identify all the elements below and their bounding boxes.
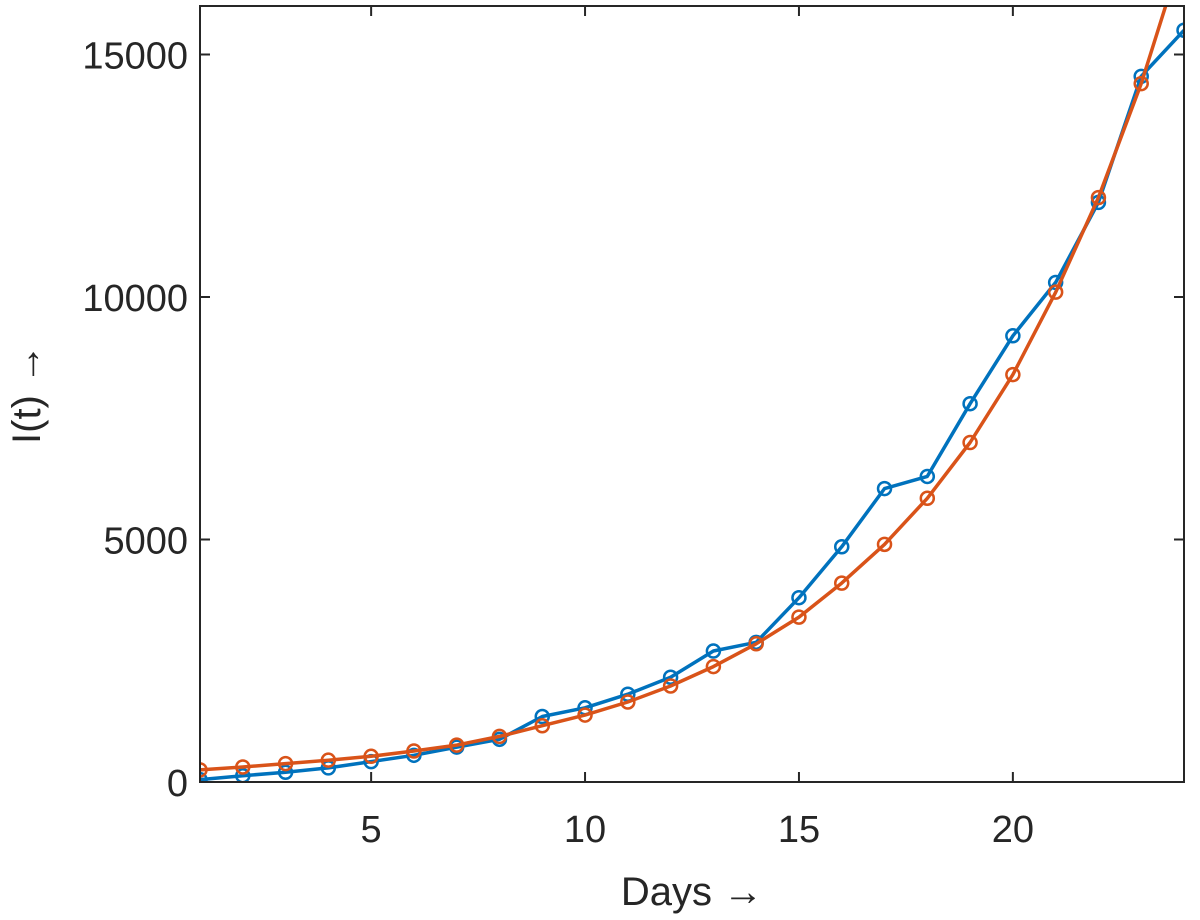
- series-2-point: [791, 609, 807, 625]
- series-2-point: [235, 759, 251, 775]
- y-tick-label: 5000: [103, 521, 188, 563]
- series-1-point: [235, 767, 251, 782]
- series-2-point: [363, 748, 379, 765]
- series-2-point: [705, 658, 722, 675]
- series-1-point: [833, 539, 850, 555]
- y-tick-label: 10000: [82, 278, 188, 320]
- ticks-layer: 5 10 15 20 0 5000 10000 15000: [82, 6, 1184, 851]
- series-1-point: [1005, 328, 1021, 344]
- y-tick-label: 0: [167, 763, 188, 805]
- series-2-point: [320, 752, 337, 768]
- x-tick-label: 5: [361, 809, 382, 851]
- series-1-point: [662, 669, 679, 685]
- series-2-point: [620, 694, 636, 710]
- series-1-point: [919, 468, 936, 485]
- series-2-point: [962, 434, 978, 451]
- x-tick-label: 20: [992, 809, 1034, 851]
- series-1-point: [962, 395, 978, 412]
- plot-frame: [199, 5, 1185, 783]
- series-2-point: [534, 717, 551, 734]
- series-2-point: [919, 490, 936, 507]
- series-2-point: [406, 743, 422, 759]
- y-axis-label: I(t) →: [5, 344, 49, 444]
- series-2-point: [277, 755, 294, 772]
- series-2-point: [662, 678, 679, 694]
- y-tick-label: 15000: [82, 36, 188, 78]
- x-tick-label: 15: [778, 809, 820, 851]
- series-1-point: [791, 589, 807, 606]
- series-2-point: [1090, 189, 1107, 206]
- series-2-point: [1047, 284, 1064, 300]
- series-2-point: [491, 728, 508, 745]
- series-2-point: [876, 536, 893, 553]
- series-2-point: [1005, 366, 1021, 383]
- x-tick-label: 10: [564, 809, 606, 851]
- series-2-point: [748, 636, 764, 652]
- plot-background: [200, 6, 1184, 782]
- series-2-point: [577, 707, 593, 723]
- series-1-point: [876, 480, 893, 497]
- series-1-point: [200, 771, 208, 782]
- series-1-point: [1176, 22, 1184, 38]
- series-1-point: [534, 708, 551, 725]
- series-2-point: [833, 575, 850, 591]
- series-2-point: [1133, 75, 1149, 92]
- series-1-point: [705, 643, 722, 659]
- series-1-point: [406, 747, 422, 764]
- series-2: [200, 6, 1168, 778]
- series-2-point: [448, 737, 465, 753]
- series-2-point: [200, 762, 208, 778]
- series-layer: [200, 6, 1184, 782]
- x-axis-label: Days →: [621, 870, 763, 914]
- series-1-point: [277, 764, 294, 781]
